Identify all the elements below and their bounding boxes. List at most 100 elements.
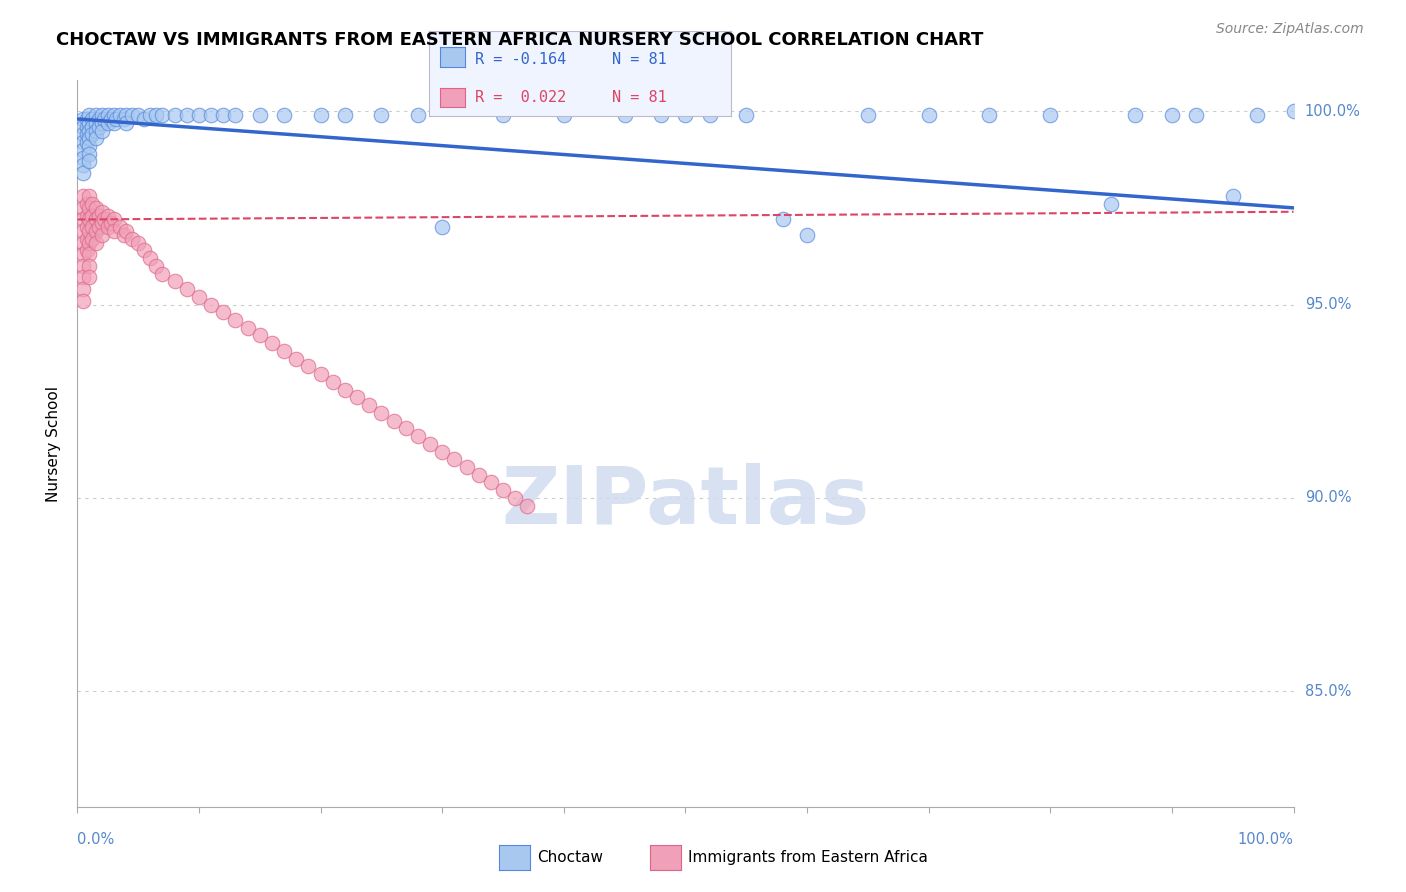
Point xyxy=(93,212,115,227)
Point xyxy=(84,123,107,137)
Point xyxy=(127,108,149,122)
Point xyxy=(76,135,98,149)
Point xyxy=(79,235,101,250)
Text: Choctaw: Choctaw xyxy=(537,850,603,864)
Point xyxy=(419,436,441,450)
Point xyxy=(79,116,101,130)
Point xyxy=(90,108,112,122)
Point xyxy=(772,212,794,227)
Point xyxy=(105,112,128,126)
Point xyxy=(224,313,246,327)
Point xyxy=(84,212,107,227)
Point xyxy=(479,475,502,490)
Point xyxy=(333,108,356,122)
Point xyxy=(103,212,125,227)
Point xyxy=(273,108,295,122)
Point xyxy=(79,201,101,215)
Point xyxy=(333,383,356,397)
Point xyxy=(79,224,101,238)
Point xyxy=(200,297,222,311)
Point xyxy=(72,259,94,273)
Point xyxy=(370,406,392,420)
Point xyxy=(430,444,453,458)
Point xyxy=(103,108,125,122)
Point xyxy=(176,282,198,296)
Point xyxy=(76,220,98,235)
Point xyxy=(72,201,94,215)
Point xyxy=(699,108,721,122)
Point xyxy=(97,116,120,130)
Point xyxy=(97,108,120,122)
Point xyxy=(72,224,94,238)
Point xyxy=(456,460,478,475)
Point xyxy=(370,108,392,122)
Point xyxy=(1161,108,1184,122)
Point xyxy=(212,305,235,319)
Point xyxy=(309,367,332,381)
Point xyxy=(492,483,515,498)
Point xyxy=(80,232,103,246)
Point xyxy=(516,499,538,513)
Point xyxy=(93,112,115,126)
Point xyxy=(856,108,879,122)
Point xyxy=(90,204,112,219)
Text: 85.0%: 85.0% xyxy=(1305,684,1351,698)
Point xyxy=(285,351,308,366)
Point xyxy=(72,112,94,126)
Point xyxy=(80,197,103,211)
Point xyxy=(443,452,465,467)
Point xyxy=(76,244,98,258)
Point xyxy=(100,112,122,126)
Point xyxy=(139,108,162,122)
Point xyxy=(97,220,120,235)
Point xyxy=(80,220,103,235)
Point xyxy=(1099,197,1122,211)
Point xyxy=(72,247,94,261)
Point xyxy=(79,270,101,285)
Point xyxy=(309,108,332,122)
Point xyxy=(406,429,429,443)
Point xyxy=(79,212,101,227)
Point xyxy=(84,224,107,238)
Point xyxy=(273,343,295,358)
Point xyxy=(382,413,405,427)
Point xyxy=(97,209,120,223)
Point xyxy=(90,216,112,230)
Point xyxy=(79,139,101,153)
Text: N = 81: N = 81 xyxy=(612,90,666,105)
Point xyxy=(1246,108,1268,122)
Point xyxy=(121,108,143,122)
Point xyxy=(188,290,211,304)
Point xyxy=(200,108,222,122)
Point xyxy=(76,232,98,246)
Point xyxy=(72,143,94,157)
Text: 90.0%: 90.0% xyxy=(1305,491,1351,506)
Text: 100.0%: 100.0% xyxy=(1305,103,1361,119)
Point xyxy=(134,112,156,126)
Point xyxy=(224,108,246,122)
Point xyxy=(90,227,112,242)
Point xyxy=(72,212,94,227)
Point xyxy=(553,108,575,122)
Point xyxy=(79,247,101,261)
Text: R = -0.164: R = -0.164 xyxy=(475,52,567,67)
Point xyxy=(89,120,111,134)
Point xyxy=(1039,108,1062,122)
Point xyxy=(115,116,138,130)
Point xyxy=(650,108,672,122)
Point xyxy=(134,244,156,258)
Point xyxy=(152,267,174,281)
Point xyxy=(72,151,94,165)
Text: ZIPatlas: ZIPatlas xyxy=(502,463,869,541)
Point xyxy=(359,398,381,412)
Point xyxy=(115,224,138,238)
Text: Source: ZipAtlas.com: Source: ZipAtlas.com xyxy=(1216,22,1364,37)
Point xyxy=(79,108,101,122)
Point xyxy=(152,108,174,122)
Point xyxy=(249,108,271,122)
Point xyxy=(675,108,697,122)
Point xyxy=(735,108,758,122)
Text: CHOCTAW VS IMMIGRANTS FROM EASTERN AFRICA NURSERY SCHOOL CORRELATION CHART: CHOCTAW VS IMMIGRANTS FROM EASTERN AFRIC… xyxy=(56,31,984,49)
Point xyxy=(163,108,186,122)
Text: R =  0.022: R = 0.022 xyxy=(475,90,567,105)
